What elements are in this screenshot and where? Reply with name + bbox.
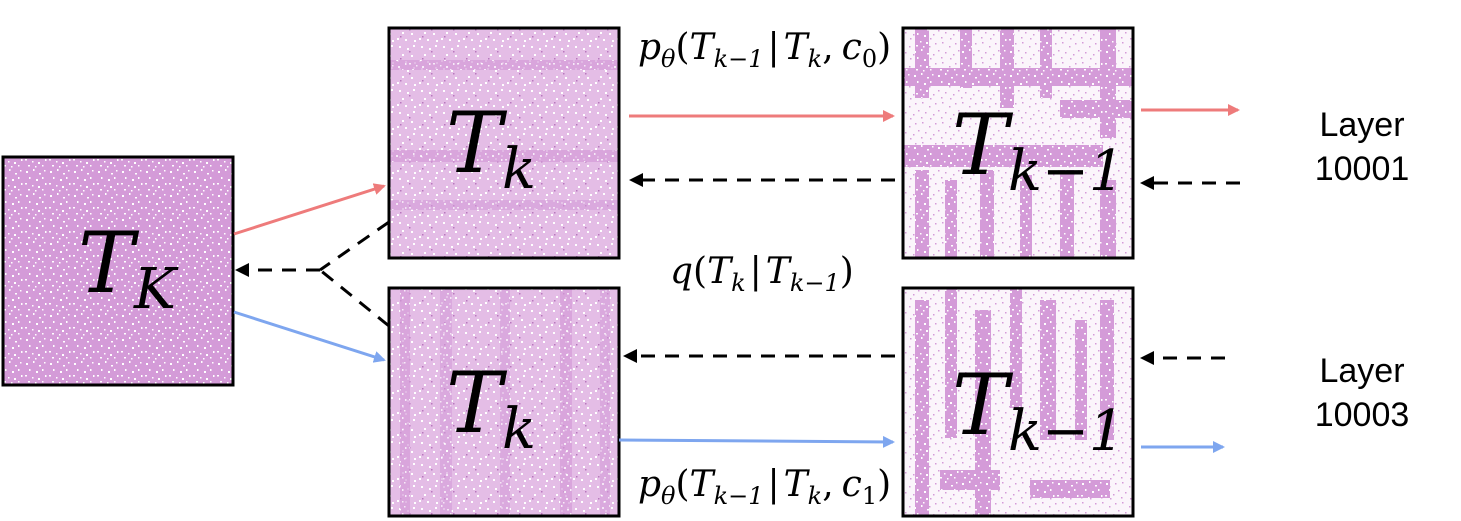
layer-label-top-line1: Layer	[1319, 106, 1404, 144]
tile-Tk-bottom: Tk	[387, 286, 621, 518]
tile-Tk-bottom-sub: k	[502, 397, 536, 462]
tile-Tkm1-bottom: Tk−1	[901, 286, 1135, 518]
tile-TK: TK	[1, 155, 235, 387]
layer-label-top-line2: 10001	[1315, 150, 1410, 188]
svg-text:TK: TK	[78, 214, 179, 322]
formula-p-bottom: pθ(Tk−1 | Tk, c1)	[638, 464, 891, 510]
arrow-blue-Tk-to-Tkm1	[618, 435, 895, 448]
tile-Tkm1-top-main: T	[952, 96, 1014, 194]
tile-Tk-top-main: T	[446, 94, 508, 192]
layer-label-bottom-line2: 10003	[1315, 396, 1410, 434]
tile-Tk-bottom-main: T	[446, 354, 508, 452]
tile-TK-sub: K	[133, 257, 179, 322]
tile-TK-main: T	[78, 214, 140, 312]
formula-q-mid: q(Tk | Tk−1)	[670, 251, 854, 297]
svg-text:Tk−1: Tk−1	[952, 96, 1125, 204]
arrow-blue-TK-to-Tk	[233, 310, 386, 363]
dashed-from-top-Tk	[319, 220, 390, 272]
formula-p-top: pθ(Tk−1 | Tk, c0)	[638, 27, 891, 73]
tile-Tk-top-sub: k	[502, 137, 536, 202]
tile-Tkm1-top-sub: k−1	[1008, 139, 1124, 204]
svg-text:Tk: Tk	[446, 354, 536, 462]
tile-Tkm1-top: Tk−1	[901, 26, 1135, 260]
arrow-red-TK-to-Tk	[233, 183, 386, 236]
svg-text:Tk−1: Tk−1	[952, 356, 1125, 464]
tile-Tkm1-bottom-main: T	[952, 356, 1014, 454]
layer-label-bottom-line1: Layer	[1319, 352, 1404, 390]
tile-Tkm1-bottom-sub: k−1	[1008, 399, 1124, 464]
tile-Tk-top: Tk	[387, 26, 621, 260]
svg-text:Tk: Tk	[446, 94, 536, 202]
dashed-from-bottom-Tk	[319, 268, 390, 328]
